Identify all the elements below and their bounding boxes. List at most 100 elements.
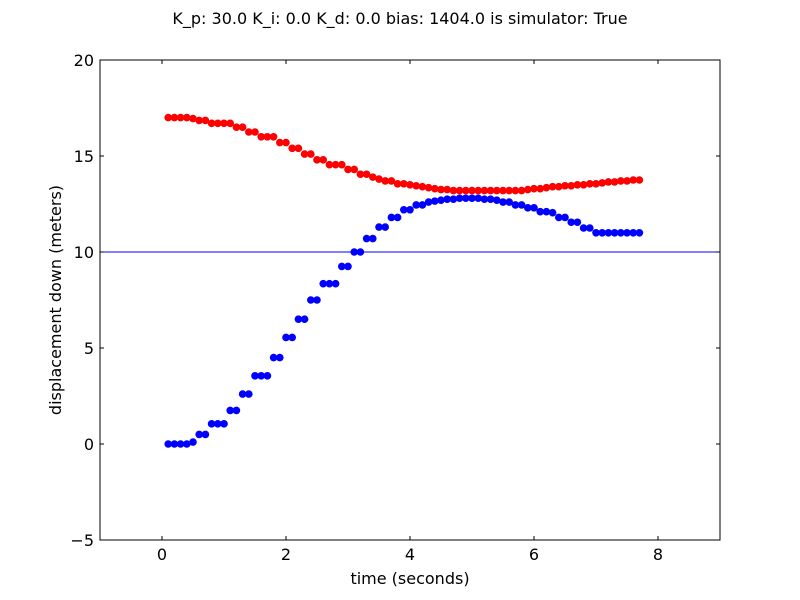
series-0-point <box>232 123 241 131</box>
series-1-point <box>294 315 303 324</box>
series-0-point <box>474 186 483 195</box>
series-1-point <box>164 440 172 448</box>
series-0-point <box>313 156 321 164</box>
series-0-point <box>319 156 328 164</box>
series-0-point <box>300 150 309 158</box>
series-1-point <box>443 195 452 203</box>
series-1-point <box>307 296 315 304</box>
series-1-point <box>406 205 414 214</box>
series-0-point <box>468 186 476 195</box>
series-0-point <box>567 181 575 190</box>
series-0-point <box>406 181 414 189</box>
y-tick-label: −5 <box>70 531 94 550</box>
series-0-point <box>530 184 538 193</box>
series-1-point <box>226 406 234 415</box>
series-1-point <box>195 430 203 439</box>
series-0-point <box>245 128 253 136</box>
series-0-point <box>511 186 520 195</box>
x-tick-label: 6 <box>529 545 539 564</box>
x-axis-label: time (seconds) <box>350 569 469 588</box>
series-0-point <box>331 160 340 169</box>
series-0-point <box>344 165 352 174</box>
series-0-point <box>548 182 557 191</box>
series-0-point <box>393 180 402 188</box>
series-0-point <box>251 128 259 136</box>
series-1-point <box>269 353 278 362</box>
series-1-point <box>189 438 197 446</box>
series-1-point <box>635 229 644 237</box>
series-1-point <box>338 262 346 271</box>
series-1-point <box>300 315 309 324</box>
data-layer <box>100 113 720 448</box>
series-0-point <box>325 160 334 169</box>
series-1-point <box>424 198 433 206</box>
series-1-point <box>561 213 569 222</box>
series-1-point <box>604 229 613 237</box>
series-1-point <box>350 248 359 256</box>
series-1-point <box>245 390 253 398</box>
series-1-point <box>176 440 185 448</box>
series-0-point <box>362 170 371 179</box>
series-1-point <box>412 201 421 209</box>
series-0 <box>164 113 644 195</box>
series-1-point <box>313 296 321 304</box>
series-0-point <box>561 181 569 190</box>
series-0-point <box>617 177 625 185</box>
series-0-point <box>635 176 644 184</box>
series-1-point <box>573 218 582 227</box>
series-1-point <box>232 406 241 415</box>
series-1-point <box>542 207 551 216</box>
y-tick-label: 0 <box>84 435 94 454</box>
series-1-point <box>511 201 520 209</box>
series-1-point <box>586 224 594 232</box>
series-0-point <box>486 186 495 195</box>
series-0-point <box>307 150 315 158</box>
series-1-point <box>375 223 383 231</box>
series-1-point <box>462 194 470 203</box>
y-tick-label: 20 <box>74 51 94 70</box>
x-tick-label: 4 <box>405 545 415 564</box>
series-0-point <box>579 181 588 189</box>
series-0-point <box>517 186 526 195</box>
series-1-point <box>480 195 489 203</box>
series-1-point <box>623 229 631 237</box>
series-0-point <box>282 138 290 147</box>
series-0-point <box>183 113 191 122</box>
series-0-point <box>207 119 216 128</box>
series-1-point <box>579 224 588 232</box>
series-1-point <box>214 420 222 428</box>
series-1-point <box>617 229 625 237</box>
series-1-point <box>610 229 619 237</box>
series-1-point <box>567 218 575 227</box>
series-0-point <box>263 133 272 141</box>
series-0-point <box>449 186 458 195</box>
series-0-point <box>356 170 365 179</box>
series-1-point <box>362 234 371 243</box>
series-0-point <box>604 178 613 186</box>
y-tick-label: 5 <box>84 339 94 358</box>
series-1 <box>164 194 644 448</box>
series-0-point <box>220 119 228 128</box>
series-0-point <box>437 185 445 194</box>
series-1-point <box>437 196 445 204</box>
series-0-point <box>480 186 489 195</box>
series-1-point <box>201 430 210 439</box>
series-0-point <box>226 119 234 128</box>
y-tick-label: 15 <box>74 147 94 166</box>
series-0-point <box>586 180 594 188</box>
y-axis-label: displacement down (meters) <box>46 185 65 415</box>
series-0-point <box>536 184 544 193</box>
series-1-point <box>530 204 538 212</box>
series-0-point <box>294 144 303 153</box>
series-1-point <box>629 229 637 237</box>
series-0-point <box>387 177 396 185</box>
series-0-point <box>176 113 185 122</box>
series-1-point <box>344 262 352 271</box>
series-0-point <box>542 183 551 192</box>
series-1-point <box>431 197 439 205</box>
series-1-point <box>393 213 402 222</box>
series-1-point <box>238 390 247 398</box>
series-1-point <box>356 248 365 256</box>
